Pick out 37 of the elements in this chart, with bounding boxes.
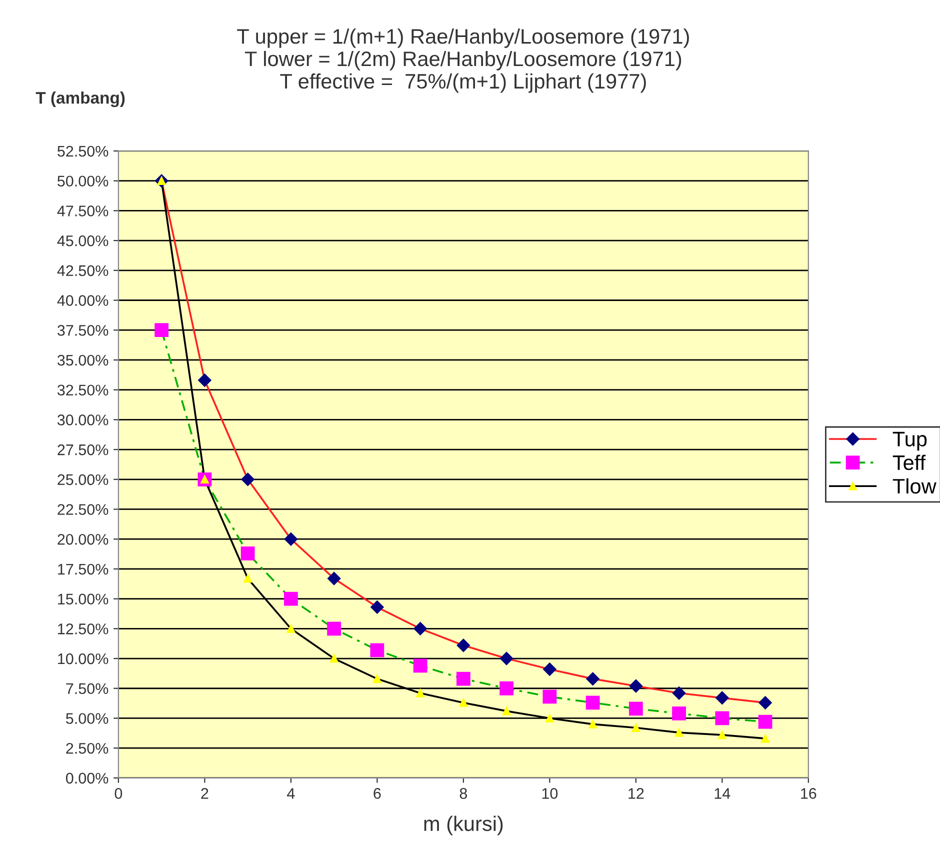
legend-label: Tup (892, 432, 927, 451)
y-tick-label: 0.00% (66, 772, 108, 784)
y-tick-label: 22.50% (58, 504, 108, 515)
y-tick-label: 45.00% (57, 235, 108, 246)
y-tick-label: 42.50% (57, 265, 108, 276)
y-tick-label: 30.00% (57, 414, 108, 426)
x-tick-label: 2 (201, 788, 208, 799)
x-tick-label: 16 (801, 788, 816, 799)
y-tick-label: 20.00% (58, 534, 108, 545)
y-tick-label: 40.00% (57, 295, 108, 306)
legend-label: Teff (892, 454, 926, 470)
x-tick-label: 8 (460, 788, 468, 799)
y-tick-label: 32.50% (57, 384, 108, 396)
y-tick-label: 7.50% (66, 683, 108, 694)
y-tick-label: 27.50% (58, 444, 108, 456)
y-tick-label: 15.00% (58, 594, 108, 604)
y-tick-label: 2.50% (66, 742, 108, 754)
y-tick-label: 5.00% (66, 713, 108, 724)
y-tick-label: 10.00% (58, 653, 108, 664)
x-tick-label: 4 (287, 788, 295, 799)
y-tick-label: 37.50% (57, 324, 108, 336)
y-tick-label: 12.50% (58, 624, 108, 634)
y-tick-label: 17.50% (58, 564, 108, 575)
y-tick-label: 25.00% (58, 474, 108, 486)
y-tick-label: 47.50% (57, 206, 108, 216)
chart-title: T upper = 1/(m+1) Rae/Hanby/Loosemore (1971) T lower = 1/(2m) Rae/Hanby/Loosemore (1971) T effective = 75%/(m+1) Lijphart (1977) (237, 28, 689, 93)
y-tick-label: 50.00% (58, 176, 108, 187)
y-tick-label: 35.00% (57, 354, 108, 366)
y-axis-title: T (ambang) (36, 91, 125, 108)
x-tick-label: 14 (714, 788, 730, 799)
x-tick-label: 6 (374, 788, 381, 799)
x-tick-label: 10 (542, 788, 558, 799)
x-tick-label: 12 (628, 788, 644, 799)
x-axis-title: m (kursi) (424, 816, 503, 836)
x-tick-label: 0 (114, 788, 122, 799)
legend-label: Tlow (892, 478, 936, 494)
y-tick-label: 52.50% (58, 146, 108, 157)
